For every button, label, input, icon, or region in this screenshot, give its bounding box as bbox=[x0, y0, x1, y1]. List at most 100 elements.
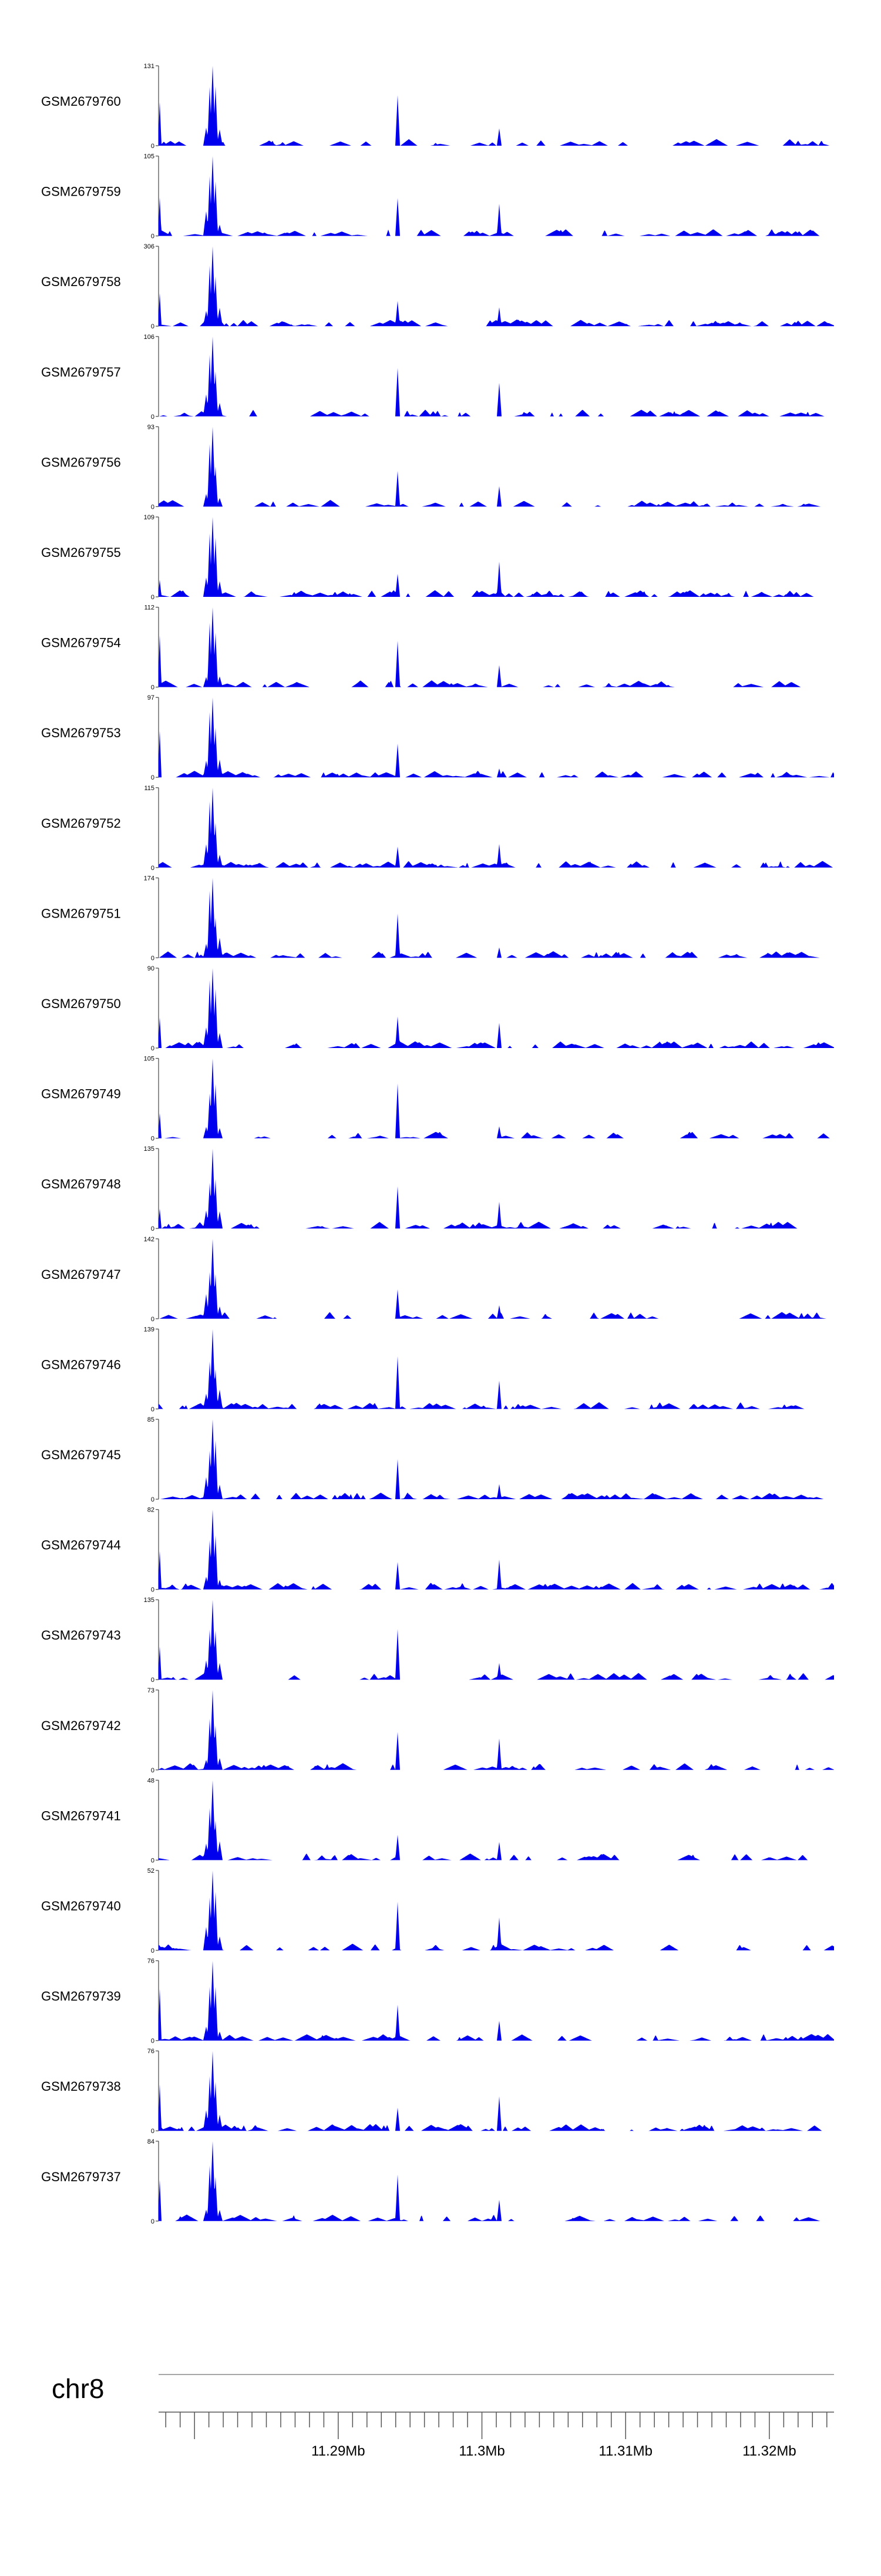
track-max-label: 97 bbox=[147, 694, 154, 701]
track-GSM2679742: GSM2679742 73 0 bbox=[41, 1687, 834, 1774]
track-GSM2679741: GSM2679741 48 0 bbox=[41, 1777, 834, 1864]
track-max-label: 82 bbox=[147, 1507, 154, 1514]
track-label: GSM2679751 bbox=[41, 906, 121, 921]
track-min-label: 0 bbox=[151, 684, 154, 691]
track-max-label: 52 bbox=[147, 1868, 154, 1875]
track-label: GSM2679737 bbox=[41, 2169, 121, 2184]
track-min-label: 0 bbox=[151, 503, 154, 511]
track-min-label: 0 bbox=[151, 774, 154, 781]
track-min-label: 0 bbox=[151, 1225, 154, 1232]
track-GSM2679758: GSM2679758 306 0 bbox=[41, 243, 834, 330]
track-label: GSM2679758 bbox=[41, 274, 121, 289]
track-min-label: 0 bbox=[151, 323, 154, 330]
track-max-label: 105 bbox=[144, 1056, 154, 1063]
track-GSM2679745: GSM2679745 85 0 bbox=[41, 1416, 834, 1503]
track-label: GSM2679752 bbox=[41, 816, 121, 831]
track-signal-area bbox=[159, 156, 834, 236]
track-label: GSM2679749 bbox=[41, 1087, 121, 1101]
track-max-label: 76 bbox=[147, 2048, 154, 2055]
track-label: GSM2679740 bbox=[41, 1899, 121, 1913]
track-max-label: 135 bbox=[144, 1597, 154, 1604]
track-signal-area bbox=[159, 426, 834, 507]
track-signal-area bbox=[159, 1148, 834, 1229]
track-min-label: 0 bbox=[151, 2128, 154, 2135]
track-min-label: 0 bbox=[151, 1045, 154, 1052]
track-signal-area bbox=[159, 968, 834, 1048]
track-GSM2679737: GSM2679737 84 0 bbox=[41, 2138, 834, 2225]
track-GSM2679753: GSM2679753 97 0 bbox=[41, 694, 834, 781]
track-GSM2679740: GSM2679740 52 0 bbox=[41, 1868, 834, 1954]
track-min-label: 0 bbox=[151, 1316, 154, 1323]
track-max-label: 139 bbox=[144, 1326, 154, 1333]
track-min-label: 0 bbox=[151, 1947, 154, 1954]
genome-tick-label: 11.3Mb bbox=[459, 2443, 505, 2459]
track-signal-area bbox=[159, 2051, 834, 2131]
track-signal-area bbox=[159, 2141, 834, 2221]
track-GSM2679750: GSM2679750 90 0 bbox=[41, 965, 834, 1052]
track-label: GSM2679744 bbox=[41, 1538, 121, 1553]
track-min-label: 0 bbox=[151, 143, 154, 150]
track-signal-area bbox=[159, 246, 834, 327]
track-GSM2679746: GSM2679746 139 0 bbox=[41, 1326, 834, 1413]
track-label: GSM2679756 bbox=[41, 455, 121, 469]
track-label: GSM2679757 bbox=[41, 365, 121, 379]
chromosome-label: chr8 bbox=[52, 2373, 104, 2404]
track-max-label: 76 bbox=[147, 1958, 154, 1965]
track-min-label: 0 bbox=[151, 1136, 154, 1143]
track-signal-area bbox=[159, 66, 834, 146]
track-label: GSM2679754 bbox=[41, 636, 121, 650]
track-GSM2679739: GSM2679739 76 0 bbox=[41, 1958, 834, 2045]
track-min-label: 0 bbox=[151, 1767, 154, 1774]
track-GSM2679749: GSM2679749 105 0 bbox=[41, 1056, 834, 1143]
track-label: GSM2679760 bbox=[41, 94, 121, 109]
track-max-label: 142 bbox=[144, 1236, 154, 1243]
track-label: GSM2679755 bbox=[41, 545, 121, 560]
track-label: GSM2679753 bbox=[41, 726, 121, 740]
track-min-label: 0 bbox=[151, 1677, 154, 1684]
track-GSM2679757: GSM2679757 106 0 bbox=[41, 334, 834, 421]
track-GSM2679752: GSM2679752 115 0 bbox=[41, 785, 834, 872]
track-max-label: 48 bbox=[147, 1777, 154, 1784]
track-GSM2679747: GSM2679747 142 0 bbox=[41, 1236, 834, 1323]
track-GSM2679738: GSM2679738 76 0 bbox=[41, 2048, 834, 2135]
track-signal-area bbox=[159, 1960, 834, 2041]
track-signal-area bbox=[159, 1780, 834, 1860]
track-label: GSM2679759 bbox=[41, 184, 121, 199]
track-label: GSM2679739 bbox=[41, 1989, 121, 2004]
track-max-label: 105 bbox=[144, 153, 154, 160]
track-max-label: 115 bbox=[144, 785, 154, 792]
track-signal-area bbox=[159, 1509, 834, 1590]
track-label: GSM2679746 bbox=[41, 1357, 121, 1372]
track-signal-area bbox=[159, 787, 834, 868]
track-GSM2679756: GSM2679756 93 0 bbox=[41, 424, 834, 511]
track-min-label: 0 bbox=[151, 1406, 154, 1413]
track-max-label: 85 bbox=[147, 1416, 154, 1423]
track-max-label: 112 bbox=[144, 604, 154, 612]
track-min-label: 0 bbox=[151, 2218, 154, 2225]
track-max-label: 131 bbox=[144, 63, 154, 70]
track-signal-area bbox=[159, 607, 834, 687]
track-GSM2679751: GSM2679751 174 0 bbox=[41, 875, 834, 962]
track-label: GSM2679741 bbox=[41, 1808, 121, 1823]
genome-tick-label: 11.32Mb bbox=[742, 2443, 796, 2459]
track-signal-area bbox=[159, 1690, 834, 1770]
track-signal-area bbox=[159, 1419, 834, 1499]
track-max-label: 73 bbox=[147, 1687, 154, 1694]
track-max-label: 135 bbox=[144, 1146, 154, 1153]
track-signal-area bbox=[159, 517, 834, 597]
track-min-label: 0 bbox=[151, 594, 154, 601]
track-GSM2679754: GSM2679754 112 0 bbox=[41, 604, 834, 691]
track-signal-area bbox=[159, 697, 834, 778]
genome-tick-label: 11.29Mb bbox=[311, 2443, 365, 2459]
track-label: GSM2679748 bbox=[41, 1177, 121, 1191]
track-signal-area bbox=[159, 1600, 834, 1680]
track-max-label: 90 bbox=[147, 965, 154, 972]
track-min-label: 0 bbox=[151, 955, 154, 962]
track-GSM2679748: GSM2679748 135 0 bbox=[41, 1146, 834, 1232]
track-min-label: 0 bbox=[151, 1587, 154, 1594]
track-min-label: 0 bbox=[151, 233, 154, 240]
track-signal-area bbox=[159, 336, 834, 417]
track-max-label: 109 bbox=[144, 514, 154, 521]
track-label: GSM2679743 bbox=[41, 1628, 121, 1643]
